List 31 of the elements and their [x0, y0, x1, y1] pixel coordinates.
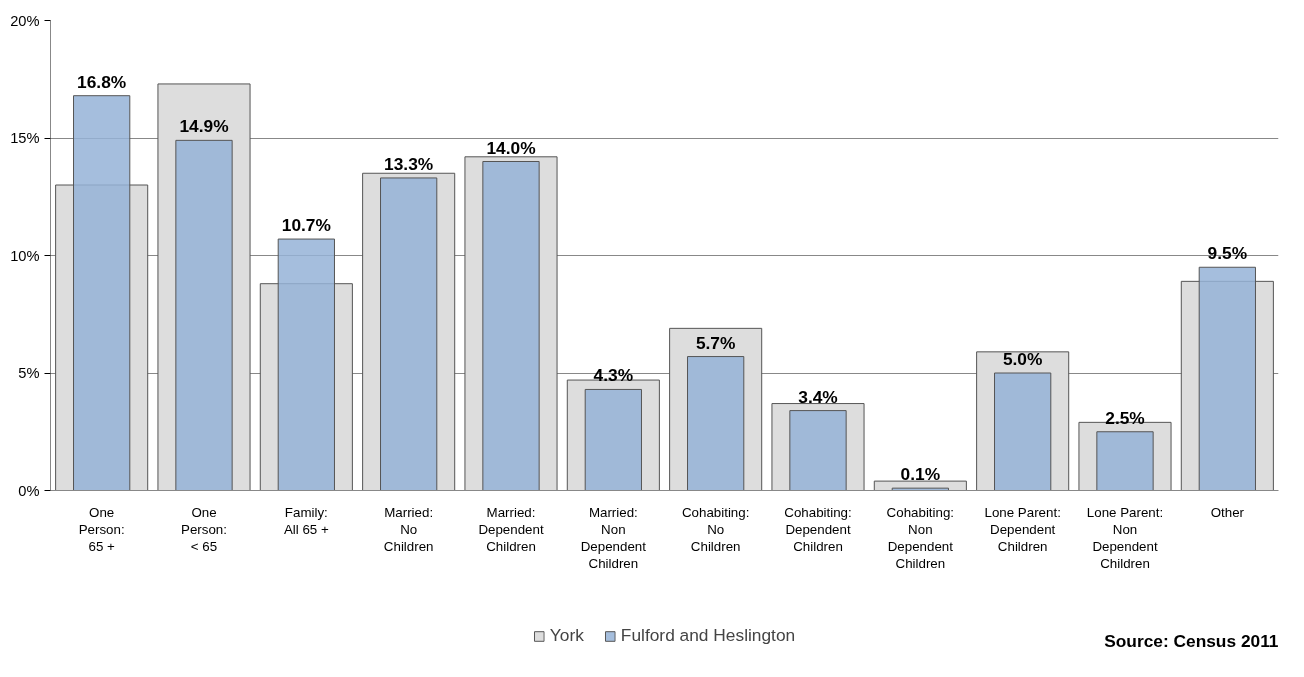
source-note: Source: Census 2011	[1104, 630, 1279, 651]
x-tick-label: Cohabiting: Non Dependent Children	[886, 504, 955, 572]
x-tick-label: One Person: < 65	[181, 504, 227, 554]
data-label: 0.1%	[900, 464, 941, 485]
x-tick-label: Married: No Children	[383, 504, 434, 554]
y-tick-label: 0%	[18, 482, 40, 499]
x-tick-label: Married: Non Dependent Children	[580, 504, 647, 572]
data-label: 5.7%	[695, 332, 736, 353]
data-label: 14.0%	[486, 137, 536, 158]
data-label: 9.5%	[1207, 243, 1248, 264]
data-label: 14.9%	[179, 116, 229, 137]
x-tick-label: One Person: 65 +	[78, 504, 125, 554]
data-label: 10.7%	[281, 215, 331, 236]
y-tick-label: 20%	[10, 12, 40, 29]
y-tick-label: 5%	[18, 365, 40, 381]
x-tick-label: Lone Parent: Non Dependent Children	[1086, 504, 1164, 572]
data-label: 13.3%	[384, 153, 434, 174]
data-label: 5.0%	[1002, 349, 1043, 369]
data-label: 16.8%	[77, 71, 127, 92]
x-tick-label: Cohabiting: Dependent Children	[784, 504, 852, 554]
x-tick-label: Married: Dependent Children	[478, 504, 544, 554]
legend-label: Fulford and Heslington	[620, 625, 796, 646]
x-tick-label: Lone Parent: Dependent Children	[984, 504, 1061, 554]
y-tick-label: 10%	[10, 247, 40, 264]
y-tick-label: 15%	[10, 130, 40, 146]
x-tick-label: Other	[1210, 504, 1245, 520]
legend-label: York	[549, 625, 584, 646]
data-label: 4.3%	[593, 365, 634, 386]
x-tick-label: Cohabiting: No Children	[681, 504, 750, 554]
data-label: 3.4%	[798, 386, 838, 407]
x-tick-label: Family: All 65 +	[283, 504, 329, 537]
